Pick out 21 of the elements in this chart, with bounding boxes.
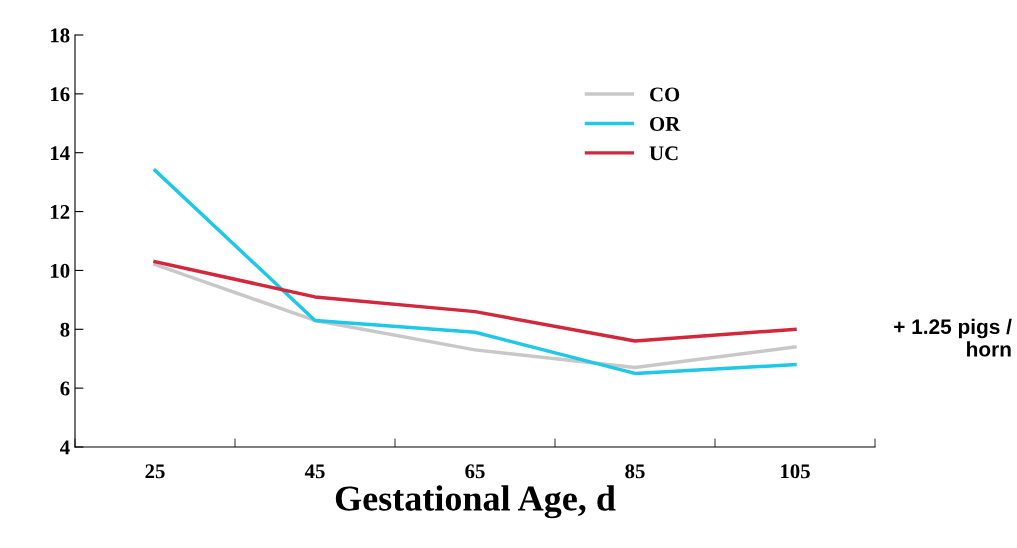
y-tick-label: 16 bbox=[50, 87, 70, 102]
y-tick-label: 14 bbox=[50, 146, 70, 160]
y-tick-label: 18 bbox=[50, 28, 70, 43]
line-series bbox=[153, 262, 797, 370]
x-tick-label: 105 bbox=[781, 464, 810, 479]
x-axis-title: Gestational Age, d bbox=[335, 485, 616, 519]
y-tick-label: 10 bbox=[50, 263, 70, 278]
y-tick-label: 12 bbox=[50, 205, 70, 219]
text: + 1.25 pigs / horn bbox=[894, 318, 1012, 357]
legend-label: OR bbox=[650, 116, 681, 131]
x-tick-label: 25 bbox=[145, 464, 165, 479]
y-tick-label: 4 bbox=[60, 440, 70, 455]
legend-label: CO bbox=[650, 87, 680, 102]
x-tick-label: 65 bbox=[465, 464, 485, 479]
y-tick-label: 8 bbox=[60, 322, 70, 337]
y-tick-label: 6 bbox=[60, 381, 70, 396]
x-tick-label: 45 bbox=[304, 464, 325, 479]
line-series bbox=[153, 259, 797, 343]
line-series bbox=[153, 168, 797, 376]
x-tick-label: 85 bbox=[625, 464, 645, 479]
legend-label: UC bbox=[649, 146, 678, 161]
